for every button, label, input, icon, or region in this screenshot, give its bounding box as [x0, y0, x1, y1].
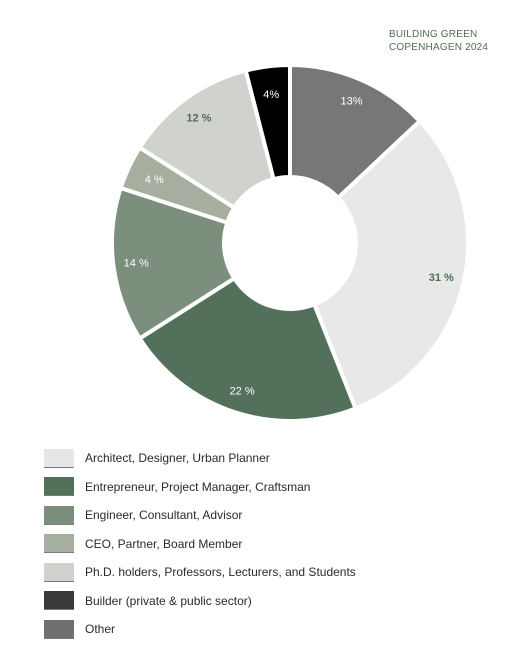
legend-swatch [44, 619, 74, 639]
legend-item: Engineer, Consultant, Advisor [44, 501, 356, 530]
legend-swatch [44, 562, 74, 582]
slice-label-entrepreneur-project-manager-craftsman: 22 % [230, 385, 255, 397]
legend-swatch [44, 591, 74, 611]
slice-label-engineer-consultant-advisor: 14 % [124, 257, 149, 269]
slice-label-ph-d-holders-professors-lecturers-and-students: 12 % [186, 113, 211, 125]
legend-label: Ph.D. holders, Professors, Lecturers, an… [85, 565, 356, 580]
slice-label-ceo-partner-board-member: 4 % [145, 174, 164, 186]
brand-title: BUILDING GREEN COPENHAGEN 2024 [389, 28, 488, 54]
legend-swatch [44, 534, 74, 554]
slice-label-architect-designer-urban-planner: 31 % [429, 272, 454, 284]
legend-label: Builder (private & public sector) [85, 593, 252, 608]
brand-line-2: COPENHAGEN 2024 [389, 42, 489, 53]
legend-swatch [44, 477, 74, 497]
donut-chart: 13% 31 % 22 % 14 % 4 % 12 % 4% [110, 63, 470, 423]
legend-label: CEO, Partner, Board Member [85, 536, 243, 551]
legend-swatch [44, 505, 74, 525]
legend-label: Engineer, Consultant, Advisor [85, 508, 243, 523]
legend-item: Ph.D. holders, Professors, Lecturers, an… [44, 558, 356, 587]
legend-item: Other [44, 615, 356, 644]
slice-architect-designer-urban-planner [312, 119, 470, 411]
legend-item: Architect, Designer, Urban Planner [44, 444, 356, 473]
slice-builder-private-public-sector [243, 63, 292, 182]
slice-ph-d-holders-professors-lecturers-and-students [137, 68, 276, 210]
brand-line-1: BUILDING GREEN [389, 29, 478, 40]
legend-label: Other [85, 622, 116, 637]
slice-label-builder-private-public-sector: 4% [263, 89, 279, 101]
slice-label-other: 13% [341, 96, 363, 108]
slice-engineer-consultant-advisor [110, 185, 237, 341]
legend-swatch [44, 448, 74, 468]
legend-label: Architect, Designer, Urban Planner [85, 451, 270, 466]
slice-other [288, 63, 422, 200]
legend-item: Builder (private & public sector) [44, 587, 356, 616]
legend-item: CEO, Partner, Board Member [44, 530, 356, 559]
legend-item: Entrepreneur, Project Manager, Craftsman [44, 473, 356, 502]
chart-legend: Architect, Designer, Urban Planner Entrep… [44, 444, 356, 644]
slice-entrepreneur-project-manager-craftsman [137, 276, 358, 423]
legend-label: Entrepreneur, Project Manager, Craftsman [85, 479, 311, 494]
